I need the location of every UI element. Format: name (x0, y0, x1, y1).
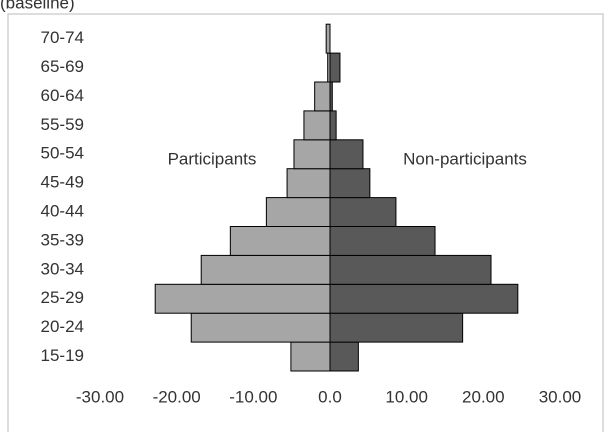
bar (329, 312, 464, 343)
bar (303, 110, 331, 141)
chart-frame (7, 13, 604, 432)
x-tick-label: -20.00 (153, 387, 201, 406)
x-tick-label: -10.00 (229, 387, 277, 406)
bar (329, 254, 492, 285)
bar (329, 341, 359, 372)
y-tick-label: 60-64 (41, 86, 84, 105)
series-label: Non-participants (403, 149, 527, 168)
y-tick-label: 35-39 (41, 230, 84, 249)
y-tick-label: 50-54 (41, 144, 84, 163)
bar (329, 226, 436, 256)
bar (329, 283, 519, 314)
y-tick-label: 15-19 (41, 346, 84, 365)
bar (329, 139, 364, 170)
bar (286, 168, 331, 199)
x-tick-label: 20.00 (462, 387, 505, 406)
bar (190, 312, 331, 343)
bar (329, 168, 371, 199)
y-tick-label: 20-24 (41, 317, 84, 336)
bar (325, 23, 331, 54)
bar (154, 283, 331, 314)
bar (200, 254, 331, 285)
x-tick-label: 10.00 (385, 387, 428, 406)
bar (314, 81, 331, 112)
y-tick-label: 70-74 (41, 28, 84, 47)
y-tick-label: 55-59 (41, 115, 84, 134)
y-tick-label: 25-29 (41, 288, 84, 307)
bar (265, 197, 331, 228)
bar (329, 52, 341, 83)
bar (293, 139, 331, 170)
x-tick-label: -30.00 (76, 387, 124, 406)
bar (329, 81, 333, 112)
bar (229, 226, 331, 256)
bar (290, 341, 331, 372)
y-tick-label: 45-49 (41, 173, 84, 192)
y-tick-label: 40-44 (41, 202, 84, 221)
y-tick-label: 65-69 (41, 57, 84, 76)
y-tick-label: 30-34 (41, 259, 84, 278)
x-tick-label: 0.0 (318, 387, 342, 406)
bar (329, 197, 397, 228)
chart-subtitle: (baseline) (0, 0, 75, 12)
series-label: Participants (168, 149, 257, 168)
x-tick-label: 30.00 (539, 387, 582, 406)
bar (329, 110, 337, 141)
